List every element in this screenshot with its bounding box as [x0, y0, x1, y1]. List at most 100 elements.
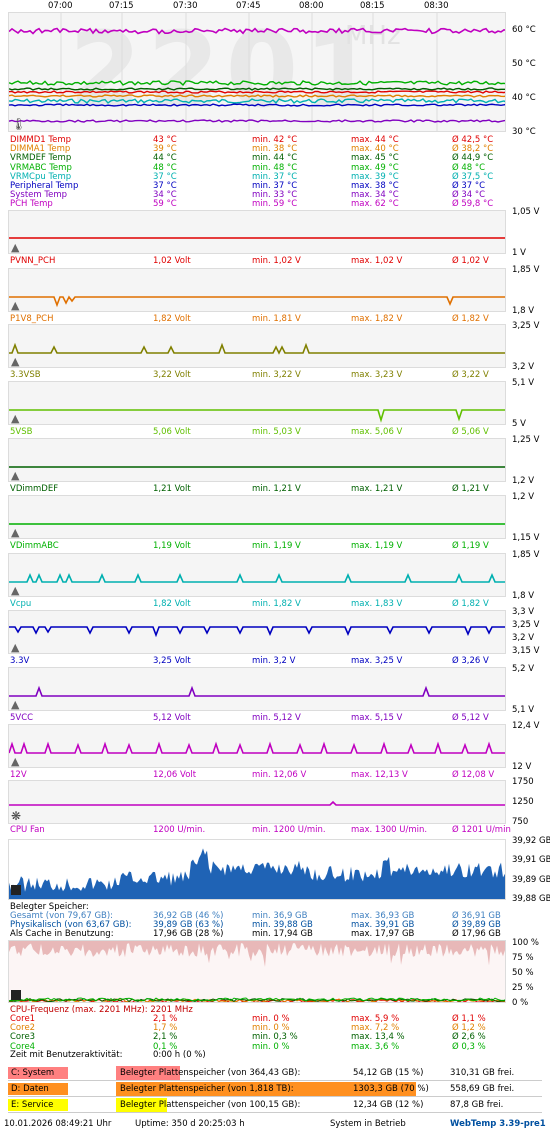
voltage-min: min. 5,12 V	[252, 713, 301, 723]
voltage-tick: 1,15 V	[512, 533, 540, 543]
voltage-tick: 1,25 V	[512, 435, 540, 445]
voltage-max: max. 1,83 V	[351, 599, 403, 609]
disk-label: Belegter Plattenspeicher (von 364,43 GB)…	[120, 1068, 301, 1078]
voltage-tick: 12 V	[512, 762, 532, 772]
mem-tick-1: 39,91 GB	[512, 855, 550, 865]
voltage-name: VDimmDEF	[10, 484, 59, 494]
temp-tick-50: 50 °C	[512, 59, 536, 69]
temp-avg: Ø 59,8 °C	[452, 199, 494, 210]
cpu-core-name: Core3	[10, 1032, 36, 1043]
memory-name: Gesamt (von 79,67 GB):	[10, 911, 114, 921]
temp-cur: 37 °C	[153, 181, 177, 191]
voltage-cur: 12,06 Volt	[153, 770, 197, 780]
fan-plot: ❋	[8, 780, 506, 824]
voltage-name: P1V8_PCH	[10, 314, 54, 324]
memory-chip-icon	[11, 885, 21, 895]
temp-max: max. 40 °C	[351, 144, 399, 155]
temp-cur: 59 °C	[153, 199, 177, 210]
voltage-name: 5VCC	[10, 713, 34, 723]
temp-min: min. 59 °C	[252, 199, 298, 210]
thermometer-icon: 🌡	[11, 117, 27, 131]
cpu-core-line	[9, 997, 505, 1002]
voltage-tick: 3,15 V	[512, 646, 540, 656]
voltage-max: max. 1,19 V	[351, 541, 403, 551]
cpu-chip-icon	[11, 990, 21, 1000]
fan-min: min. 1200 U/min.	[252, 825, 326, 835]
voltage-plot-pvnn-pch: ▲	[8, 210, 506, 254]
disk-label: Belegter Plattenspeicher (von 1,818 TB):	[120, 1084, 294, 1094]
memory-avg: Ø 36,91 GB	[452, 911, 501, 921]
voltage-min: min. 1,21 V	[252, 484, 301, 494]
time-tick: 07:00	[48, 1, 73, 11]
cpu-core-avg: Ø 1,2 %	[452, 1023, 486, 1034]
voltage-min: min. 1,82 V	[252, 599, 301, 609]
voltage-tick: 1,8 V	[512, 591, 535, 601]
temp-max: max. 62 °C	[351, 199, 399, 210]
voltage-cur: 3,22 Volt	[153, 370, 191, 380]
voltage-plot-vcpu: ▲	[8, 553, 506, 597]
voltage-avg: Ø 3,22 V	[452, 370, 489, 380]
user-activity-value: 0:00 h (0 %)	[153, 1050, 206, 1060]
footer-version[interactable]: WebTemp 3.39-pre1	[450, 1119, 546, 1129]
voltage-cur: 1,19 Volt	[153, 541, 191, 551]
temp-avg: Ø 37 °C	[452, 181, 486, 191]
cpu-core-cur: 2,1 %	[153, 1032, 178, 1043]
voltage-max: max. 1,21 V	[351, 484, 403, 494]
temp-cur: 37 °C	[153, 171, 177, 182]
temp-tick-30: 30 °C	[512, 127, 536, 137]
cpu-core-name: Core2	[10, 1023, 36, 1034]
voltage-cur: 1,82 Volt	[153, 599, 191, 609]
cpu-core-max: max. 5,9 %	[351, 1014, 400, 1024]
voltage-tick: 1 V	[512, 248, 526, 258]
cpu-tick-100: 100 %	[512, 938, 540, 948]
memory-max: max. 39,91 GB	[351, 920, 415, 931]
voltage-max: max. 5,15 V	[351, 713, 403, 723]
cpu-core-cur: 2,1 %	[153, 1014, 178, 1024]
temp-name: DIMMA1 Temp	[10, 144, 71, 155]
fan-max: max. 1300 U/min.	[351, 825, 428, 835]
mem-tick-2: 39,89 GB	[512, 875, 550, 885]
disk-row[interactable]: C: System Belegter Plattenspeicher (von 3…	[8, 1066, 542, 1081]
cpu-core-max: max. 3,6 %	[351, 1041, 400, 1052]
cpu-core-max: max. 13,4 %	[351, 1032, 405, 1043]
voltage-avg: Ø 1,21 V	[452, 484, 489, 494]
time-tick: 08:00	[299, 1, 324, 11]
voltage-min: min. 1,02 V	[252, 256, 301, 266]
temp-max: max. 34 °C	[351, 190, 399, 201]
temp-name: VRMDEF Temp	[10, 153, 72, 164]
warning-triangle-icon: ▲	[11, 755, 20, 768]
disk-usage-bar	[116, 1066, 180, 1080]
disk-row[interactable]: D: Daten Belegter Plattenspeicher (von 1,…	[8, 1082, 542, 1097]
voltage-line	[9, 572, 505, 583]
cpu-core-min: min. 0 %	[252, 1023, 290, 1034]
temp-min: min. 44 °C	[252, 153, 298, 164]
voltage-plot-vdimmabc: ▲	[8, 495, 506, 539]
voltage-plot-3-3v: ▲	[8, 610, 506, 654]
warning-triangle-icon: ▲	[11, 412, 20, 425]
disk-row[interactable]: E: Service Belegter Plattenspeicher (von …	[8, 1098, 542, 1113]
voltage-cur: 3,25 Volt	[153, 656, 191, 666]
disk-label: Belegter Plattenspeicher (von 100,15 GB)…	[120, 1100, 301, 1110]
disk-free: 87,8 GB frei.	[450, 1100, 504, 1110]
voltage-tick: 3,25 V	[512, 620, 540, 630]
voltage-tick: 1,2 V	[512, 476, 535, 486]
temp-tick-40: 40 °C	[512, 93, 536, 103]
temp-min: min. 38 °C	[252, 144, 298, 155]
voltage-min: min. 12,06 V	[252, 770, 307, 780]
temp-name: DIMMD1 Temp	[10, 135, 72, 145]
temp-cur: 48 °C	[153, 162, 177, 173]
warning-triangle-icon: ▲	[11, 469, 20, 482]
temp-tick-60: 60 °C	[512, 25, 536, 35]
voltage-tick: 3,3 V	[512, 607, 535, 617]
voltage-name: VDimmABC	[10, 541, 59, 551]
temp-series-line	[9, 98, 505, 104]
disk-name-badge: D: Daten	[8, 1083, 68, 1095]
fan-avg: Ø 1201 U/min	[452, 825, 511, 835]
temp-name: System Temp	[10, 190, 68, 201]
disk-usage-bar	[116, 1098, 167, 1112]
voltage-avg: Ø 1,82 V	[452, 599, 489, 609]
cpu-core-min: min. 0 %	[252, 1014, 290, 1024]
temp-max: max. 39 °C	[351, 171, 399, 182]
cpu-core-line	[9, 997, 505, 1002]
voltage-min: min. 1,81 V	[252, 314, 301, 324]
